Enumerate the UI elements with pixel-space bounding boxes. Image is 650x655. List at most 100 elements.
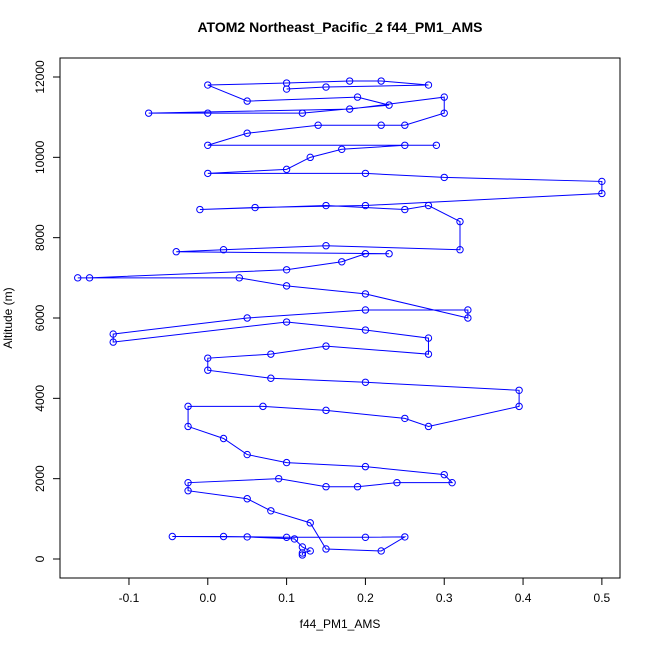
data-point bbox=[322, 483, 330, 491]
data-point bbox=[345, 77, 354, 85]
data-point bbox=[290, 535, 299, 543]
data-point bbox=[377, 547, 385, 555]
data-point bbox=[401, 121, 409, 129]
y-axis-label: Altitude (m) bbox=[1, 287, 15, 348]
data-point bbox=[184, 402, 192, 411]
data-point bbox=[219, 246, 228, 254]
x-tick-label: 0.5 bbox=[594, 591, 611, 605]
data-point bbox=[401, 533, 409, 541]
data-point bbox=[219, 434, 228, 443]
y-tick-label: 10000 bbox=[33, 140, 47, 174]
data-point bbox=[361, 250, 370, 258]
x-tick-label: 0.3 bbox=[436, 591, 453, 605]
data-point bbox=[353, 93, 362, 101]
data-point bbox=[377, 77, 385, 85]
data-point bbox=[219, 532, 228, 541]
data-point bbox=[282, 282, 291, 290]
data-point bbox=[251, 203, 259, 212]
data-point bbox=[298, 109, 307, 117]
data-point bbox=[401, 141, 409, 149]
data-point bbox=[306, 547, 314, 555]
data-point bbox=[322, 83, 330, 91]
data-point bbox=[184, 478, 192, 487]
data-point bbox=[345, 105, 354, 113]
data-point bbox=[275, 474, 283, 483]
data-point bbox=[204, 366, 212, 374]
data-point bbox=[204, 109, 212, 117]
data-point bbox=[204, 141, 212, 149]
data-point bbox=[424, 81, 433, 89]
data-point bbox=[385, 101, 393, 109]
data-point bbox=[440, 470, 448, 479]
data-point bbox=[322, 545, 330, 553]
data-line bbox=[77, 80, 603, 555]
data-point bbox=[282, 85, 291, 93]
data-point bbox=[282, 165, 291, 174]
data-point bbox=[440, 173, 448, 182]
data-point bbox=[424, 334, 433, 342]
data-point bbox=[298, 543, 307, 551]
data-point bbox=[243, 450, 251, 459]
data-point bbox=[515, 386, 523, 395]
data-point bbox=[353, 483, 362, 491]
data-point bbox=[377, 121, 385, 129]
data-point bbox=[338, 145, 346, 153]
data-point bbox=[144, 109, 153, 117]
data-point bbox=[267, 350, 275, 358]
data-point bbox=[401, 205, 409, 214]
data-point bbox=[259, 402, 267, 411]
data-point bbox=[448, 478, 456, 487]
data-point bbox=[282, 318, 291, 326]
data-point bbox=[109, 330, 117, 338]
x-tick-label: 0.4 bbox=[515, 591, 532, 605]
data-point bbox=[361, 378, 370, 386]
x-axis-label: f44_PM1_AMS bbox=[300, 617, 381, 631]
data-point bbox=[322, 201, 330, 210]
chart-title: ATOM2 Northeast_Pacific_2 f44_PM1_AMS bbox=[197, 19, 482, 35]
data-point bbox=[440, 93, 448, 101]
data-point bbox=[282, 533, 291, 542]
data-point bbox=[322, 406, 330, 415]
data-point bbox=[464, 314, 472, 322]
data-point bbox=[243, 129, 251, 137]
data-point bbox=[440, 109, 448, 117]
data-point bbox=[196, 205, 204, 214]
data-point bbox=[424, 201, 433, 210]
x-tick-label: -0.1 bbox=[119, 591, 140, 605]
y-tick-label: 8000 bbox=[33, 224, 47, 251]
data-point bbox=[204, 81, 212, 89]
data-point bbox=[235, 274, 244, 282]
data-point bbox=[393, 478, 401, 487]
data-point bbox=[298, 551, 307, 559]
data-point bbox=[243, 533, 251, 541]
x-tick-label: 0.1 bbox=[278, 591, 295, 605]
data-point bbox=[168, 532, 177, 541]
data-point bbox=[456, 246, 464, 254]
data-point bbox=[172, 248, 180, 256]
data-point bbox=[306, 519, 314, 527]
data-point bbox=[267, 374, 275, 382]
y-tick-label: 2000 bbox=[33, 465, 47, 492]
data-point bbox=[74, 274, 82, 282]
x-tick-label: 0.0 bbox=[199, 591, 216, 605]
y-tick-label: 12000 bbox=[33, 60, 47, 94]
data-point bbox=[424, 350, 433, 358]
data-point bbox=[184, 422, 192, 431]
data-point bbox=[109, 338, 117, 346]
data-point bbox=[282, 458, 291, 467]
data-point bbox=[361, 533, 370, 542]
data-point bbox=[306, 153, 314, 162]
y-tick-label: 6000 bbox=[33, 304, 47, 331]
data-point bbox=[85, 274, 94, 282]
data-point bbox=[424, 422, 433, 431]
data-point bbox=[267, 507, 275, 515]
data-point bbox=[338, 258, 346, 266]
data-point bbox=[456, 217, 464, 226]
data-point bbox=[385, 250, 393, 258]
data-point bbox=[204, 354, 212, 362]
data-point bbox=[361, 169, 370, 178]
data-point bbox=[282, 266, 291, 274]
data-point bbox=[361, 326, 370, 334]
